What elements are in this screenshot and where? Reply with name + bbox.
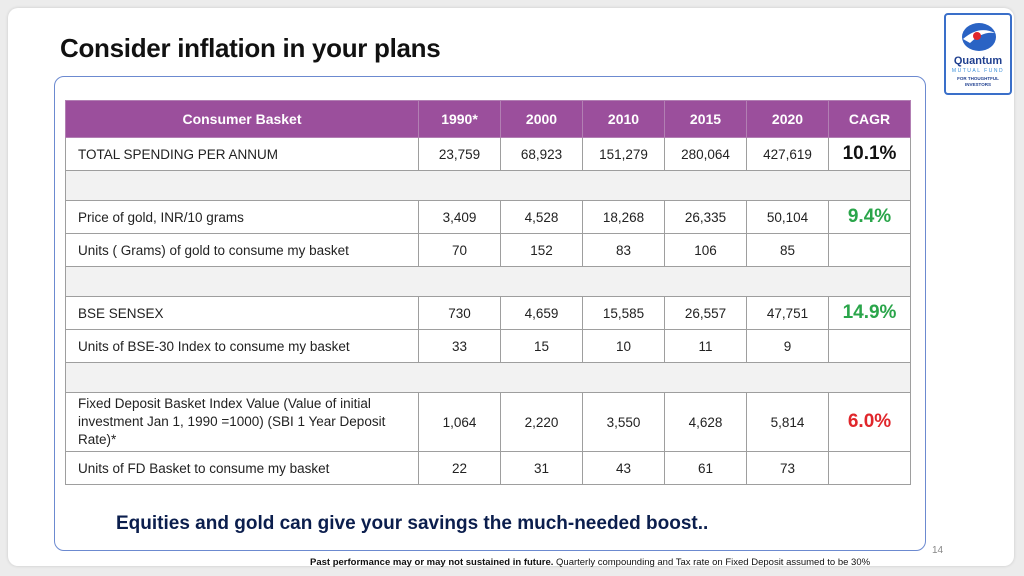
cell-value: 15,585 (582, 296, 665, 330)
table-row: TOTAL SPENDING PER ANNUM 23,759 68,923 1… (65, 137, 911, 171)
cell-value: 5,814 (746, 392, 829, 452)
cell-value: 73 (746, 451, 829, 485)
row-label: TOTAL SPENDING PER ANNUM (65, 137, 419, 171)
cell-value: 61 (664, 451, 747, 485)
row-label: Fixed Deposit Basket Index Value (Value … (65, 392, 419, 452)
cagr-value: 6.0% (828, 392, 911, 452)
page-number: 14 (932, 545, 944, 556)
spacer-cell (65, 170, 911, 201)
footnote-disclaimer: Past performance may or may not sustaine… (310, 557, 554, 568)
cell-value: 26,335 (664, 200, 747, 234)
header-2015: 2015 (664, 100, 747, 138)
row-label: Price of gold, INR/10 grams (65, 200, 419, 234)
row-label: Units of BSE-30 Index to consume my bask… (65, 329, 419, 363)
cell-value: 15 (500, 329, 583, 363)
cell-value: 31 (500, 451, 583, 485)
cagr-value: 10.1% (828, 137, 911, 171)
cell-value: 1,064 (418, 392, 501, 452)
tagline: Equities and gold can give your savings … (116, 513, 709, 534)
cell-value: 4,628 (664, 392, 747, 452)
cell-value: 152 (500, 233, 583, 267)
cagr-value (828, 451, 911, 485)
cell-value: 18,268 (582, 200, 665, 234)
footnote-assumptions: Quarterly compounding and Tax rate on Fi… (556, 557, 871, 568)
header-2010: 2010 (582, 100, 665, 138)
logo-tagline: FOR THOUGHTFUL INVESTORS (946, 76, 1010, 88)
cell-value: 4,659 (500, 296, 583, 330)
cagr-value: 14.9% (828, 296, 911, 330)
cell-value: 43 (582, 451, 665, 485)
header-consumer-basket: Consumer Basket (65, 100, 419, 138)
cagr-value (828, 329, 911, 363)
page-title: Consider inflation in your plans (60, 33, 441, 63)
cell-value: 3,550 (582, 392, 665, 452)
cell-value: 427,619 (746, 137, 829, 171)
header-1990: 1990* (418, 100, 501, 138)
spacer-row (65, 266, 911, 297)
cell-value: 33 (418, 329, 501, 363)
logo-tagline-line2: INVESTORS (965, 82, 991, 87)
spacer-row (65, 362, 911, 393)
logo-name: Quantum (953, 55, 1003, 67)
cagr-value: 9.4% (828, 200, 911, 234)
header-2020: 2020 (746, 100, 829, 138)
logo-emblem-icon (962, 23, 996, 51)
cell-value: 23,759 (418, 137, 501, 171)
cell-value: 70 (418, 233, 501, 267)
spacer-cell (65, 266, 911, 297)
table-row: Units of BSE-30 Index to consume my bask… (65, 329, 911, 363)
cagr-value (828, 233, 911, 267)
cell-value: 9 (746, 329, 829, 363)
table-row: Units ( Grams) of gold to consume my bas… (65, 233, 911, 267)
spacer-row (65, 170, 911, 201)
cell-value: 2,220 (500, 392, 583, 452)
cell-value: 22 (418, 451, 501, 485)
cell-value: 50,104 (746, 200, 829, 234)
row-label: Units of FD Basket to consume my basket (65, 451, 419, 485)
table-row: Price of gold, INR/10 grams 3,409 4,528 … (65, 200, 911, 234)
cell-value: 730 (418, 296, 501, 330)
cell-value: 280,064 (664, 137, 747, 171)
cell-value: 3,409 (418, 200, 501, 234)
table-header-row: Consumer Basket 1990* 2000 2010 2015 202… (65, 100, 911, 138)
cell-value: 83 (582, 233, 665, 267)
footnote: Past performance may or may not sustaine… (310, 557, 870, 568)
header-cagr: CAGR (828, 100, 911, 138)
table-row: Units of FD Basket to consume my basket … (65, 451, 911, 485)
cell-value: 151,279 (582, 137, 665, 171)
cell-value: 85 (746, 233, 829, 267)
header-2000: 2000 (500, 100, 583, 138)
cell-value: 4,528 (500, 200, 583, 234)
cell-value: 47,751 (746, 296, 829, 330)
table-row: BSE SENSEX 730 4,659 15,585 26,557 47,75… (65, 296, 911, 330)
consumer-basket-table: Consumer Basket 1990* 2000 2010 2015 202… (65, 100, 911, 485)
cell-value: 10 (582, 329, 665, 363)
cell-value: 68,923 (500, 137, 583, 171)
spacer-cell (65, 362, 911, 393)
cell-value: 26,557 (664, 296, 747, 330)
row-label: Units ( Grams) of gold to consume my bas… (65, 233, 419, 267)
row-label: BSE SENSEX (65, 296, 419, 330)
cell-value: 106 (664, 233, 747, 267)
table-row: Fixed Deposit Basket Index Value (Value … (65, 392, 911, 452)
logo-tagline-line1: FOR THOUGHTFUL (957, 76, 999, 81)
cell-value: 11 (664, 329, 747, 363)
logo-subtitle: MUTUAL FUND (951, 68, 1005, 74)
quantum-logo: Quantum MUTUAL FUND FOR THOUGHTFUL INVES… (944, 13, 1012, 95)
